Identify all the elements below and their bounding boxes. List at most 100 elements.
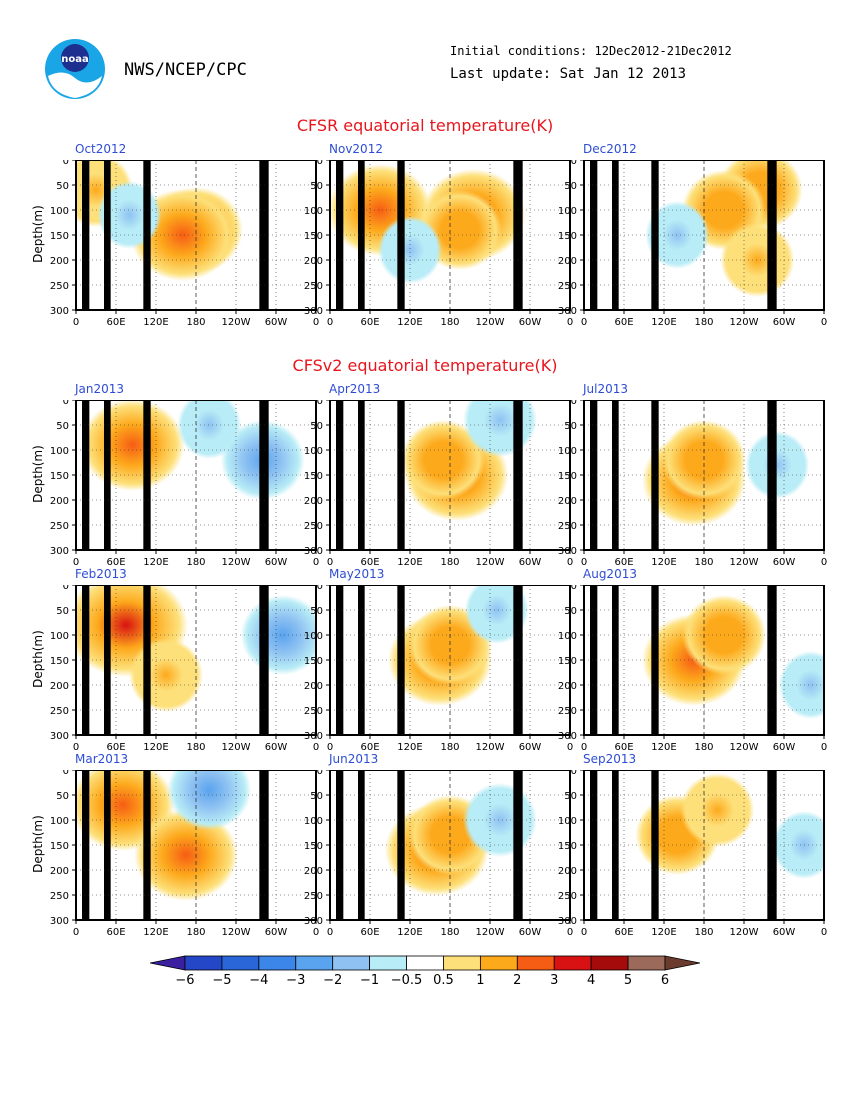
anomaly-blob: [401, 420, 486, 500]
colorbar-label: 6: [661, 973, 669, 988]
x-tick-label: 0: [567, 557, 573, 568]
x-tick-label: 0: [327, 557, 333, 568]
land-mask: [336, 160, 344, 310]
colorbar-box: [221, 955, 260, 971]
y-tick-label: 50: [56, 791, 69, 802]
colorbar-label: 1: [476, 973, 484, 988]
x-tick-label: 60W: [519, 317, 542, 328]
land-mask: [397, 400, 405, 550]
x-tick-label: 120W: [730, 557, 759, 568]
x-tick-label: 60W: [773, 557, 796, 568]
y-tick-label: 150: [558, 231, 577, 242]
y-tick-label: 300: [50, 916, 69, 927]
x-tick-label: 120E: [143, 557, 168, 568]
land-mask: [358, 400, 365, 550]
y-tick-label: 100: [304, 446, 323, 457]
land-mask: [336, 770, 344, 920]
y-tick-label: 150: [558, 656, 577, 667]
land-mask: [590, 400, 598, 550]
land-mask: [143, 585, 151, 735]
anomaly-blob: [134, 809, 238, 901]
x-tick-label: 120W: [730, 317, 759, 328]
x-tick-label: 60E: [106, 557, 125, 568]
y-tick-label: 100: [558, 206, 577, 217]
y-tick-label: 250: [304, 521, 323, 532]
x-tick-label: 120W: [476, 742, 505, 753]
panel-label: Nov2012: [329, 142, 383, 156]
y-tick-label: 50: [310, 791, 323, 802]
x-tick-label: 60W: [265, 557, 288, 568]
y-tick-label: 250: [50, 706, 69, 717]
x-tick-label: 180: [694, 317, 713, 328]
x-tick-label: 0: [327, 927, 333, 938]
y-tick-label: 0: [63, 400, 69, 407]
x-tick-label: 120W: [476, 557, 505, 568]
y-tick-label: 50: [56, 421, 69, 432]
land-mask: [513, 770, 523, 920]
x-tick-label: 60W: [265, 742, 288, 753]
y-tick-label: 0: [63, 585, 69, 592]
x-tick-label: 180: [440, 927, 459, 938]
x-tick-label: 120E: [143, 317, 168, 328]
x-tick-label: 180: [186, 557, 205, 568]
y-tick-label: 200: [50, 496, 69, 507]
panel-label: Feb2013: [75, 567, 127, 581]
land-mask: [336, 585, 344, 735]
land-mask: [513, 585, 523, 735]
land-mask: [104, 160, 111, 310]
y-tick-label: 250: [304, 706, 323, 717]
y-tick-label: 100: [50, 816, 69, 827]
x-tick-label: 60E: [360, 317, 379, 328]
y-tick-label: 50: [310, 606, 323, 617]
anomaly-blob: [645, 201, 710, 269]
land-mask: [612, 160, 619, 310]
colorbar-box: [406, 955, 444, 971]
panel-label: Aug2013: [583, 567, 637, 581]
y-tick-label: 200: [558, 681, 577, 692]
x-tick-label: 0: [313, 317, 319, 328]
y-tick-label: 50: [310, 181, 323, 192]
x-tick-label: 60E: [106, 317, 125, 328]
x-tick-label: 0: [567, 927, 573, 938]
colorbar-label: −5: [212, 973, 231, 988]
x-tick-label: 120W: [222, 317, 251, 328]
land-mask: [82, 585, 90, 735]
y-axis-title: Depth(m): [31, 815, 45, 873]
x-tick-label: 0: [821, 557, 827, 568]
anomaly-blob: [464, 585, 529, 644]
y-tick-label: 100: [558, 631, 577, 642]
anomaly-blob: [772, 811, 824, 879]
panel-label: Mar2013: [75, 752, 129, 766]
y-tick-label: 250: [50, 891, 69, 902]
x-tick-label: 0: [821, 927, 827, 938]
anomaly-blob: [129, 638, 203, 712]
colorbar-box: [443, 955, 481, 971]
x-tick-label: 60E: [360, 557, 379, 568]
y-tick-label: 50: [564, 181, 577, 192]
x-tick-label: 0: [327, 317, 333, 328]
land-mask: [767, 770, 777, 920]
y-tick-label: 200: [50, 681, 69, 692]
y-tick-label: 50: [56, 606, 69, 617]
colorbar-left-arrow: [150, 955, 186, 971]
y-tick-label: 0: [571, 160, 577, 167]
land-mask: [336, 400, 344, 550]
y-tick-label: 300: [558, 306, 577, 317]
colorbar-box: [332, 955, 371, 971]
x-tick-label: 120E: [397, 742, 422, 753]
x-tick-label: 0: [73, 317, 79, 328]
y-tick-label: 150: [558, 841, 577, 852]
x-tick-label: 60W: [519, 557, 542, 568]
x-tick-label: 60E: [614, 742, 633, 753]
x-tick-label: 120E: [397, 927, 422, 938]
x-tick-label: 0: [821, 317, 827, 328]
land-mask: [651, 400, 659, 550]
colorbar-label: −4: [249, 973, 268, 988]
x-tick-label: 0: [313, 927, 319, 938]
x-tick-label: 120E: [651, 317, 676, 328]
x-tick-label: 0: [73, 927, 79, 938]
